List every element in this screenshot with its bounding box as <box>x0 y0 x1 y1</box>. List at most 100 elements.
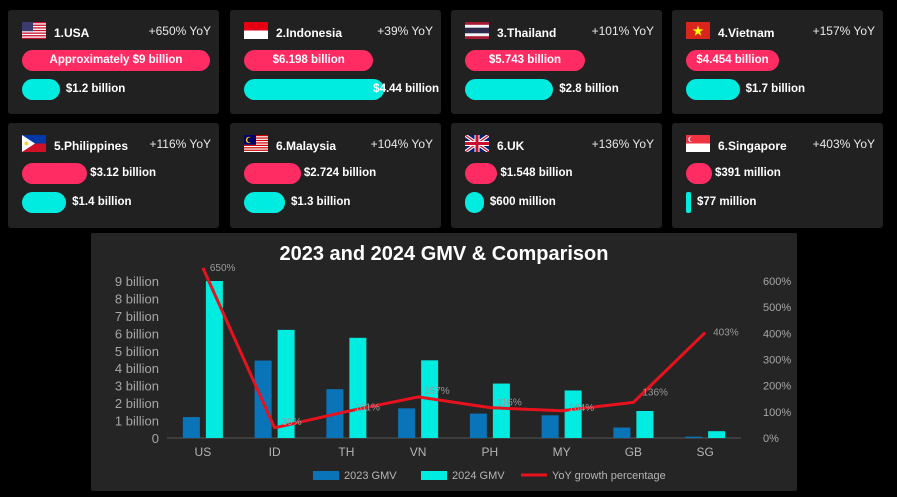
y2-tick-label: 600% <box>763 276 791 288</box>
country-name: 5.Philippines <box>54 139 129 153</box>
x-tick-label: GB <box>625 445 642 459</box>
yoy-growth: +403% YoY <box>812 137 875 151</box>
x-tick-label: TH <box>338 445 354 459</box>
y2-tick-label: 400% <box>763 328 791 340</box>
y2-tick-label: 500% <box>763 302 791 314</box>
gmv-2023-bar <box>465 192 484 213</box>
yoy-growth: +650% YoY <box>148 24 211 38</box>
yoy-data-label: 101% <box>354 403 380 414</box>
country-card: 1.USA +650% YoY Approximately $9 billion $1… <box>8 10 219 114</box>
bar-2024-gmv <box>492 383 510 438</box>
gmv-comparison-chart: 2023 and 2024 GMV & Comparison 0 1 billio… <box>91 233 797 491</box>
y-tick-label: 9 billion <box>115 274 159 289</box>
bar-2023-gmv <box>398 408 416 438</box>
gmv-2023-label: $4.44 billion <box>373 83 439 95</box>
gmv-2023-bar <box>244 79 384 100</box>
country-name: 6.Singapore <box>718 139 787 153</box>
gmv-2023-label: $77 million <box>697 196 757 208</box>
gmv-2023-bar <box>686 79 740 100</box>
gmv-2024-bar <box>22 50 210 71</box>
chart-svg: 0 1 billion 2 billion 3 billion 4 billion 5 b… <box>115 263 791 482</box>
y2-tick-label: 100% <box>763 407 791 419</box>
yoy-data-label: 116% <box>497 398 522 409</box>
gmv-2024-label: $3.12 billion <box>90 167 156 179</box>
thailand-flag-icon <box>465 22 489 39</box>
country-card: 6.UK +136% YoY $1.548 billion $600 million <box>451 123 662 228</box>
yoy-data-label: 104% <box>569 403 595 414</box>
gmv-2023-label: $2.8 billion <box>559 83 619 95</box>
bar-2024-gmv <box>708 431 726 438</box>
x-tick-label: MY <box>553 445 571 459</box>
gmv-2023-bar <box>686 192 691 213</box>
country-name: 6.UK <box>497 139 525 153</box>
bar-2024-gmv <box>564 390 582 438</box>
x-tick-label: ID <box>269 445 281 459</box>
y2-tick-label: 300% <box>763 355 791 367</box>
x-tick-label: VN <box>410 445 427 459</box>
gmv-2023-label: $1.2 billion <box>65 83 126 95</box>
gmv-2024-bar <box>465 163 498 184</box>
yoy-data-label: 39% <box>282 417 302 428</box>
country-card: 4.Vietnam +157% YoY $4.454 billion $1.7 bil… <box>672 10 883 114</box>
bar-2023-gmv <box>541 415 559 438</box>
gmv-2023-label: $1.7 billion <box>745 83 806 95</box>
bar-2023-gmv <box>469 413 487 438</box>
gmv-2023-bar <box>244 192 285 213</box>
bar-2023-gmv <box>685 436 703 438</box>
country-name: 4.Vietnam <box>718 26 775 40</box>
legend-label-2023: 2023 GMV <box>344 470 397 482</box>
singapore-flag-icon <box>686 135 710 152</box>
bar-2024-gmv <box>636 410 654 438</box>
gmv-2024-label: $391 million <box>715 167 781 179</box>
yoy-growth: +39% YoY <box>377 24 433 38</box>
yoy-data-label: 650% <box>210 263 236 274</box>
gmv-2024-bar <box>22 163 88 184</box>
y2-tick-label: 0% <box>763 433 779 445</box>
yoy-growth: +101% YoY <box>591 24 654 38</box>
gmv-2024-label: $6.198 billion <box>272 54 345 66</box>
yoy-growth: +157% YoY <box>812 24 875 38</box>
country-name: 2.Indonesia <box>276 26 343 40</box>
indonesia-flag-icon <box>244 22 268 39</box>
y-tick-label: 8 billion <box>115 291 159 306</box>
y-tick-label: 0 <box>152 431 159 446</box>
country-card: 2.Indonesia +39% YoY $6.198 billion $4.44 b… <box>230 10 441 114</box>
gmv-2024-bar <box>465 50 585 71</box>
gmv-2023-bar <box>22 192 67 213</box>
bar-2024-gmv <box>349 337 367 438</box>
y-tick-label: 5 billion <box>115 344 159 359</box>
gmv-2024-bar <box>244 50 374 71</box>
yoy-growth: +116% YoY <box>149 137 211 151</box>
philippines-flag-icon <box>22 135 46 152</box>
yoy-data-label: 136% <box>642 387 668 398</box>
country-card: 5.Philippines +116% YoY $3.12 billion $1.4 … <box>8 123 219 228</box>
gmv-2023-label: $1.3 billion <box>290 196 351 208</box>
gmv-2024-bar <box>686 163 712 184</box>
gmv-2024-label: Approximately $9 billion <box>49 54 183 66</box>
country-card: 6.Singapore +403% YoY $391 million $77 mill… <box>672 123 883 228</box>
bar-2024-gmv <box>277 329 295 438</box>
yoy-growth: +104% YoY <box>370 137 433 151</box>
bar-2023-gmv <box>182 417 200 438</box>
gmv-2024-bar <box>244 163 301 184</box>
gmv-2023-label: $1.4 billion <box>72 196 132 208</box>
malaysia-flag-icon <box>244 135 268 152</box>
gmv-2023-bar <box>22 79 60 100</box>
gmv-2024-label: $4.454 billion <box>696 54 769 66</box>
y-tick-label: 1 billion <box>115 414 159 429</box>
uk-flag-icon <box>465 135 489 152</box>
y-tick-label: 6 billion <box>115 326 159 341</box>
gmv-2023-bar <box>465 79 554 100</box>
y-tick-label: 3 billion <box>115 379 159 394</box>
legend-swatch-2024 <box>421 471 447 480</box>
legend-swatch-2023 <box>313 471 339 480</box>
x-tick-label: PH <box>482 445 499 459</box>
country-name: 1.USA <box>54 26 90 40</box>
chart-title: 2023 and 2024 GMV & Comparison <box>279 243 609 265</box>
country-name: 6.Malaysia <box>276 139 337 153</box>
yoy-data-label: 157% <box>424 386 450 397</box>
y-tick-label: 4 billion <box>115 361 159 376</box>
gmv-2023-label: $600 million <box>489 196 556 208</box>
legend-label-yoy: YoY growth percentage <box>552 470 666 482</box>
yoy-growth-line <box>201 267 707 430</box>
